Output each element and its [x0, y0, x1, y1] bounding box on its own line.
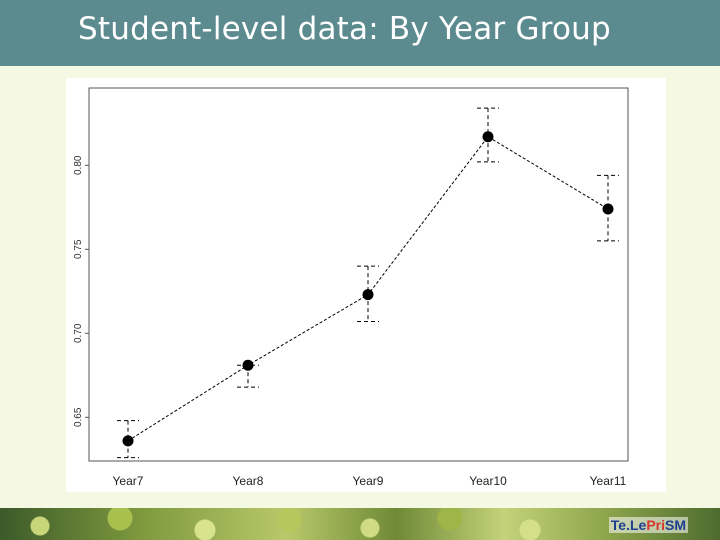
y-tick-label: 0.70: [73, 323, 84, 343]
footer-banner: Te.LePriSM: [0, 508, 720, 540]
title-bar: Student-level data: By Year Group: [0, 0, 720, 66]
x-tick-label: Year7: [113, 474, 144, 488]
data-point: [122, 435, 134, 447]
data-point: [602, 203, 614, 215]
line-chart: 0.650.700.750.80 Year7 Year8 Year9 Year10 Ye…: [73, 87, 629, 488]
data-points: [122, 131, 614, 447]
x-tick-label: Year8: [233, 474, 264, 488]
error-bars: [117, 107, 619, 459]
x-tick-label: Year10: [469, 474, 507, 488]
y-tick-label: 0.80: [73, 155, 84, 175]
brand-logo: Te.LePriSM: [608, 517, 688, 533]
data-point: [362, 289, 374, 301]
y-axis: 0.65 0.70 0.75 0.80: [73, 155, 89, 427]
plot-frame: [88, 87, 629, 462]
x-tick-label: Year9: [353, 474, 384, 488]
page-title: Student-level data: By Year Group: [78, 11, 611, 47]
x-axis: Year7 Year8 Year9 Year10 Year11: [113, 474, 627, 488]
data-point: [482, 131, 494, 143]
chart-panel: 0.65 0.70 0.75 0.80 Year7 Year8 Year9 Year10 Ye…: [66, 78, 666, 492]
x-tick-label: Year11: [590, 474, 627, 488]
data-point: [242, 359, 254, 371]
y-tick-label: 0.75: [73, 239, 84, 259]
y-tick-label: 0.65: [73, 407, 84, 427]
